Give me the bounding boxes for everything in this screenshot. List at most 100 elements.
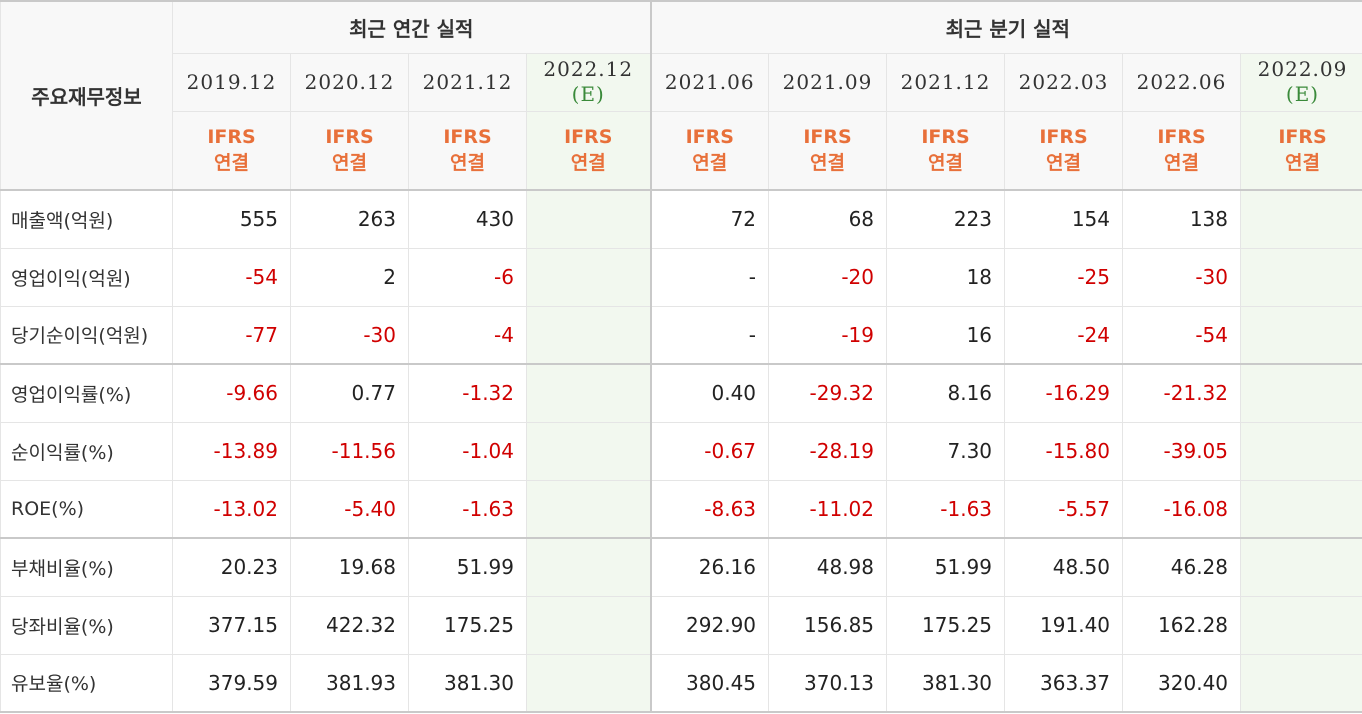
value-cell: -1.04 (408, 421, 527, 481)
ifrs-badge: IFRS 연결 (1004, 110, 1124, 191)
period-label: 2020.12 (304, 69, 395, 94)
value-cell: -11.02 (768, 479, 888, 539)
ifrs-label: IFRS (803, 126, 852, 149)
ifrs-label: IFRS (1278, 126, 1327, 149)
value-cell: 370.13 (768, 653, 888, 713)
value-cell: - (649, 247, 770, 307)
value-cell: -39.05 (1122, 421, 1242, 481)
value-cell: -13.02 (172, 479, 291, 539)
value-cell: -13.89 (172, 421, 291, 481)
value-cell: -54 (1122, 305, 1242, 365)
value-cell: -30 (290, 305, 409, 365)
value-cell (525, 595, 652, 655)
value-cell: 154 (1004, 189, 1124, 249)
row-label: 순이익률(%) (0, 421, 173, 481)
value-cell: 19.68 (290, 537, 409, 597)
period-header: 2020.12 (290, 52, 409, 112)
row-label: ROE(%) (0, 479, 173, 539)
value-cell (1240, 363, 1362, 423)
value-cell: 26.16 (649, 537, 770, 597)
period-label: 2022.09 (1257, 57, 1348, 81)
value-cell: 263 (290, 189, 409, 249)
value-cell: 156.85 (768, 595, 888, 655)
value-cell (525, 421, 652, 481)
value-cell: -54 (172, 247, 291, 307)
value-cell: 48.50 (1004, 537, 1124, 597)
ifrs-label: IFRS (564, 126, 613, 149)
value-cell: 379.59 (172, 653, 291, 713)
consolidated-label: 연결 (810, 152, 845, 175)
value-cell: 381.30 (408, 653, 527, 713)
period-header: 2019.12 (172, 52, 291, 112)
corner-label: 주요재무정보 (0, 0, 173, 191)
ifrs-badge: IFRS 연결 (768, 110, 888, 191)
value-cell: -16.08 (1122, 479, 1242, 539)
row-label: 매출액(억원) (0, 189, 173, 249)
value-cell (525, 247, 652, 307)
value-cell: 138 (1122, 189, 1242, 249)
value-cell: -29.32 (768, 363, 888, 423)
consolidated-label: 연결 (1046, 152, 1081, 175)
row-label: 영업이익(억원) (0, 247, 173, 307)
estimate-mark: (E) (1285, 82, 1320, 106)
value-cell (1240, 421, 1362, 481)
ifrs-label: IFRS (1039, 126, 1088, 149)
value-cell: 16 (886, 305, 1006, 365)
table-row: 당기순이익(억원) -77 -30 -4 - -19 16 -24 -54 (0, 305, 1362, 365)
row-label: 당좌비율(%) (0, 595, 173, 655)
table-row: 영업이익률(%) -9.66 0.77 -1.32 0.40 -29.32 8.16 -16.… (0, 363, 1362, 423)
period-header: 2021.12 (408, 52, 527, 112)
value-cell: 363.37 (1004, 653, 1124, 713)
value-cell: -9.66 (172, 363, 291, 423)
ifrs-badge: IFRS 연결 (886, 110, 1006, 191)
consolidated-label: 연결 (1164, 152, 1199, 175)
period-header: 2022.12 (E) (525, 52, 652, 112)
consolidated-label: 연결 (332, 152, 367, 175)
value-cell: -28.19 (768, 421, 888, 481)
ifrs-badge: IFRS 연결 (525, 110, 652, 191)
ifrs-badge: IFRS 연결 (649, 110, 770, 191)
value-cell: -8.63 (649, 479, 770, 539)
value-cell: 377.15 (172, 595, 291, 655)
ifrs-badge: IFRS 연결 (408, 110, 527, 191)
value-cell: -6 (408, 247, 527, 307)
value-cell: 223 (886, 189, 1006, 249)
value-cell: 2 (290, 247, 409, 307)
value-cell (525, 189, 652, 249)
ifrs-label: IFRS (921, 126, 970, 149)
value-cell (1240, 479, 1362, 539)
annual-group-header: 최근 연간 실적 (171, 0, 652, 54)
period-label: 2021.12 (900, 69, 991, 94)
table-row: ROE(%) -13.02 -5.40 -1.63 -8.63 -11.02 -1.63 -5… (0, 479, 1362, 539)
ifrs-badge: IFRS 연결 (290, 110, 409, 191)
ifrs-label: IFRS (443, 126, 492, 149)
consolidated-label: 연결 (928, 152, 963, 175)
value-cell: 20.23 (172, 537, 291, 597)
value-cell: 555 (172, 189, 291, 249)
table-row: 매출액(억원) 555 263 430 72 68 223 154 138 (0, 189, 1362, 249)
consolidated-label: 연결 (1285, 152, 1320, 175)
value-cell: 51.99 (408, 537, 527, 597)
value-cell (525, 479, 652, 539)
value-cell (525, 653, 652, 713)
value-cell: 72 (649, 189, 770, 249)
value-cell (525, 305, 652, 365)
value-cell (1240, 305, 1362, 365)
period-label: 2021.09 (782, 69, 873, 94)
table-row: 영업이익(억원) -54 2 -6 - -20 18 -25 -30 (0, 247, 1362, 307)
value-cell: 320.40 (1122, 653, 1242, 713)
value-cell: -19 (768, 305, 888, 365)
table-row: 부채비율(%) 20.23 19.68 51.99 26.16 48.98 51.99 48.… (0, 537, 1362, 597)
value-cell: 162.28 (1122, 595, 1242, 655)
period-label: 2022.12 (543, 57, 634, 81)
value-cell: -15.80 (1004, 421, 1124, 481)
value-cell: -77 (172, 305, 291, 365)
value-cell (525, 363, 652, 423)
value-cell: -5.40 (290, 479, 409, 539)
consolidated-label: 연결 (450, 152, 485, 175)
consolidated-label: 연결 (692, 152, 728, 175)
value-cell: 18 (886, 247, 1006, 307)
value-cell: 430 (408, 189, 527, 249)
value-cell: 422.32 (290, 595, 409, 655)
